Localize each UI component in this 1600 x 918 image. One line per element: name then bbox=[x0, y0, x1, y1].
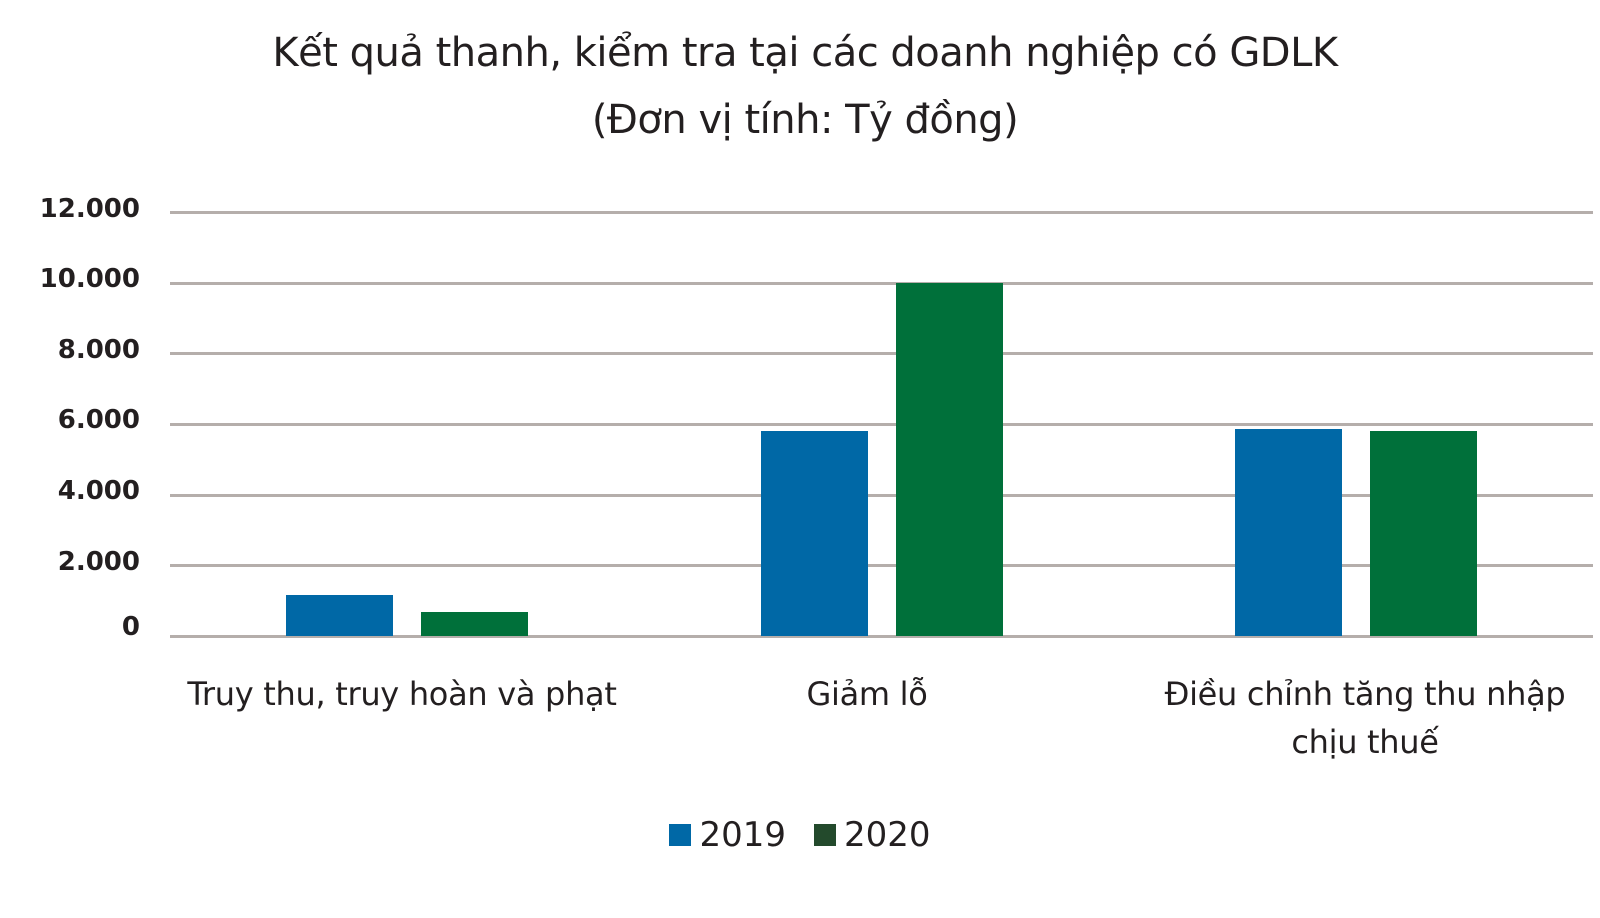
legend-item-2019: 2019 bbox=[669, 815, 786, 855]
bar-2019-0 bbox=[286, 595, 394, 636]
bar-2020-2 bbox=[1369, 431, 1477, 636]
y-tick-2000: 2.000 bbox=[57, 547, 140, 577]
y-tick-0: 0 bbox=[121, 612, 140, 642]
bar-2020-0 bbox=[421, 611, 529, 636]
gridline bbox=[170, 423, 1593, 426]
x-label-line: Truy thu, truy hoàn và phạt bbox=[187, 675, 617, 713]
chart-subtitle: (Đơn vị tính: Tỷ đồng) bbox=[591, 97, 1019, 143]
plot-area bbox=[170, 211, 1593, 638]
gridline bbox=[170, 211, 1593, 214]
x-label-line: Giảm lỗ bbox=[806, 675, 928, 713]
y-tick-12000: 12.000 bbox=[39, 194, 140, 224]
y-tick-4000: 4.000 bbox=[57, 476, 140, 506]
legend-label-2019: 2019 bbox=[699, 815, 786, 855]
gridline bbox=[170, 352, 1593, 355]
x-label-truy-thu: Truy thu, truy hoàn và phạt bbox=[165, 670, 639, 718]
legend-swatch-2019 bbox=[669, 824, 692, 846]
bar-2020-1 bbox=[895, 282, 1003, 636]
gridline bbox=[170, 282, 1593, 285]
y-tick-6000: 6.000 bbox=[57, 405, 140, 435]
x-label-dieu-chinh: Điều chỉnh tăng thu nhập chịu thuế bbox=[1125, 670, 1600, 766]
bar-2019-1 bbox=[760, 431, 868, 636]
gridline bbox=[170, 494, 1593, 497]
legend: 2019 2020 bbox=[0, 815, 1600, 855]
y-tick-10000: 10.000 bbox=[39, 264, 140, 294]
x-label-line: Điều chỉnh tăng thu nhập bbox=[1164, 675, 1566, 713]
gridline bbox=[170, 564, 1593, 567]
legend-item-2020: 2020 bbox=[814, 815, 931, 855]
y-tick-8000: 8.000 bbox=[57, 335, 140, 365]
chart-title: Kết quả thanh, kiểm tra tại các doanh ng… bbox=[272, 30, 1338, 76]
baseline bbox=[170, 635, 1593, 638]
legend-swatch-2020 bbox=[814, 824, 836, 846]
legend-label-2020: 2020 bbox=[844, 815, 931, 855]
x-label-giam-lo: Giảm lỗ bbox=[630, 670, 1104, 718]
x-label-line: chịu thuế bbox=[1291, 723, 1439, 761]
bar-2019-2 bbox=[1234, 429, 1342, 636]
